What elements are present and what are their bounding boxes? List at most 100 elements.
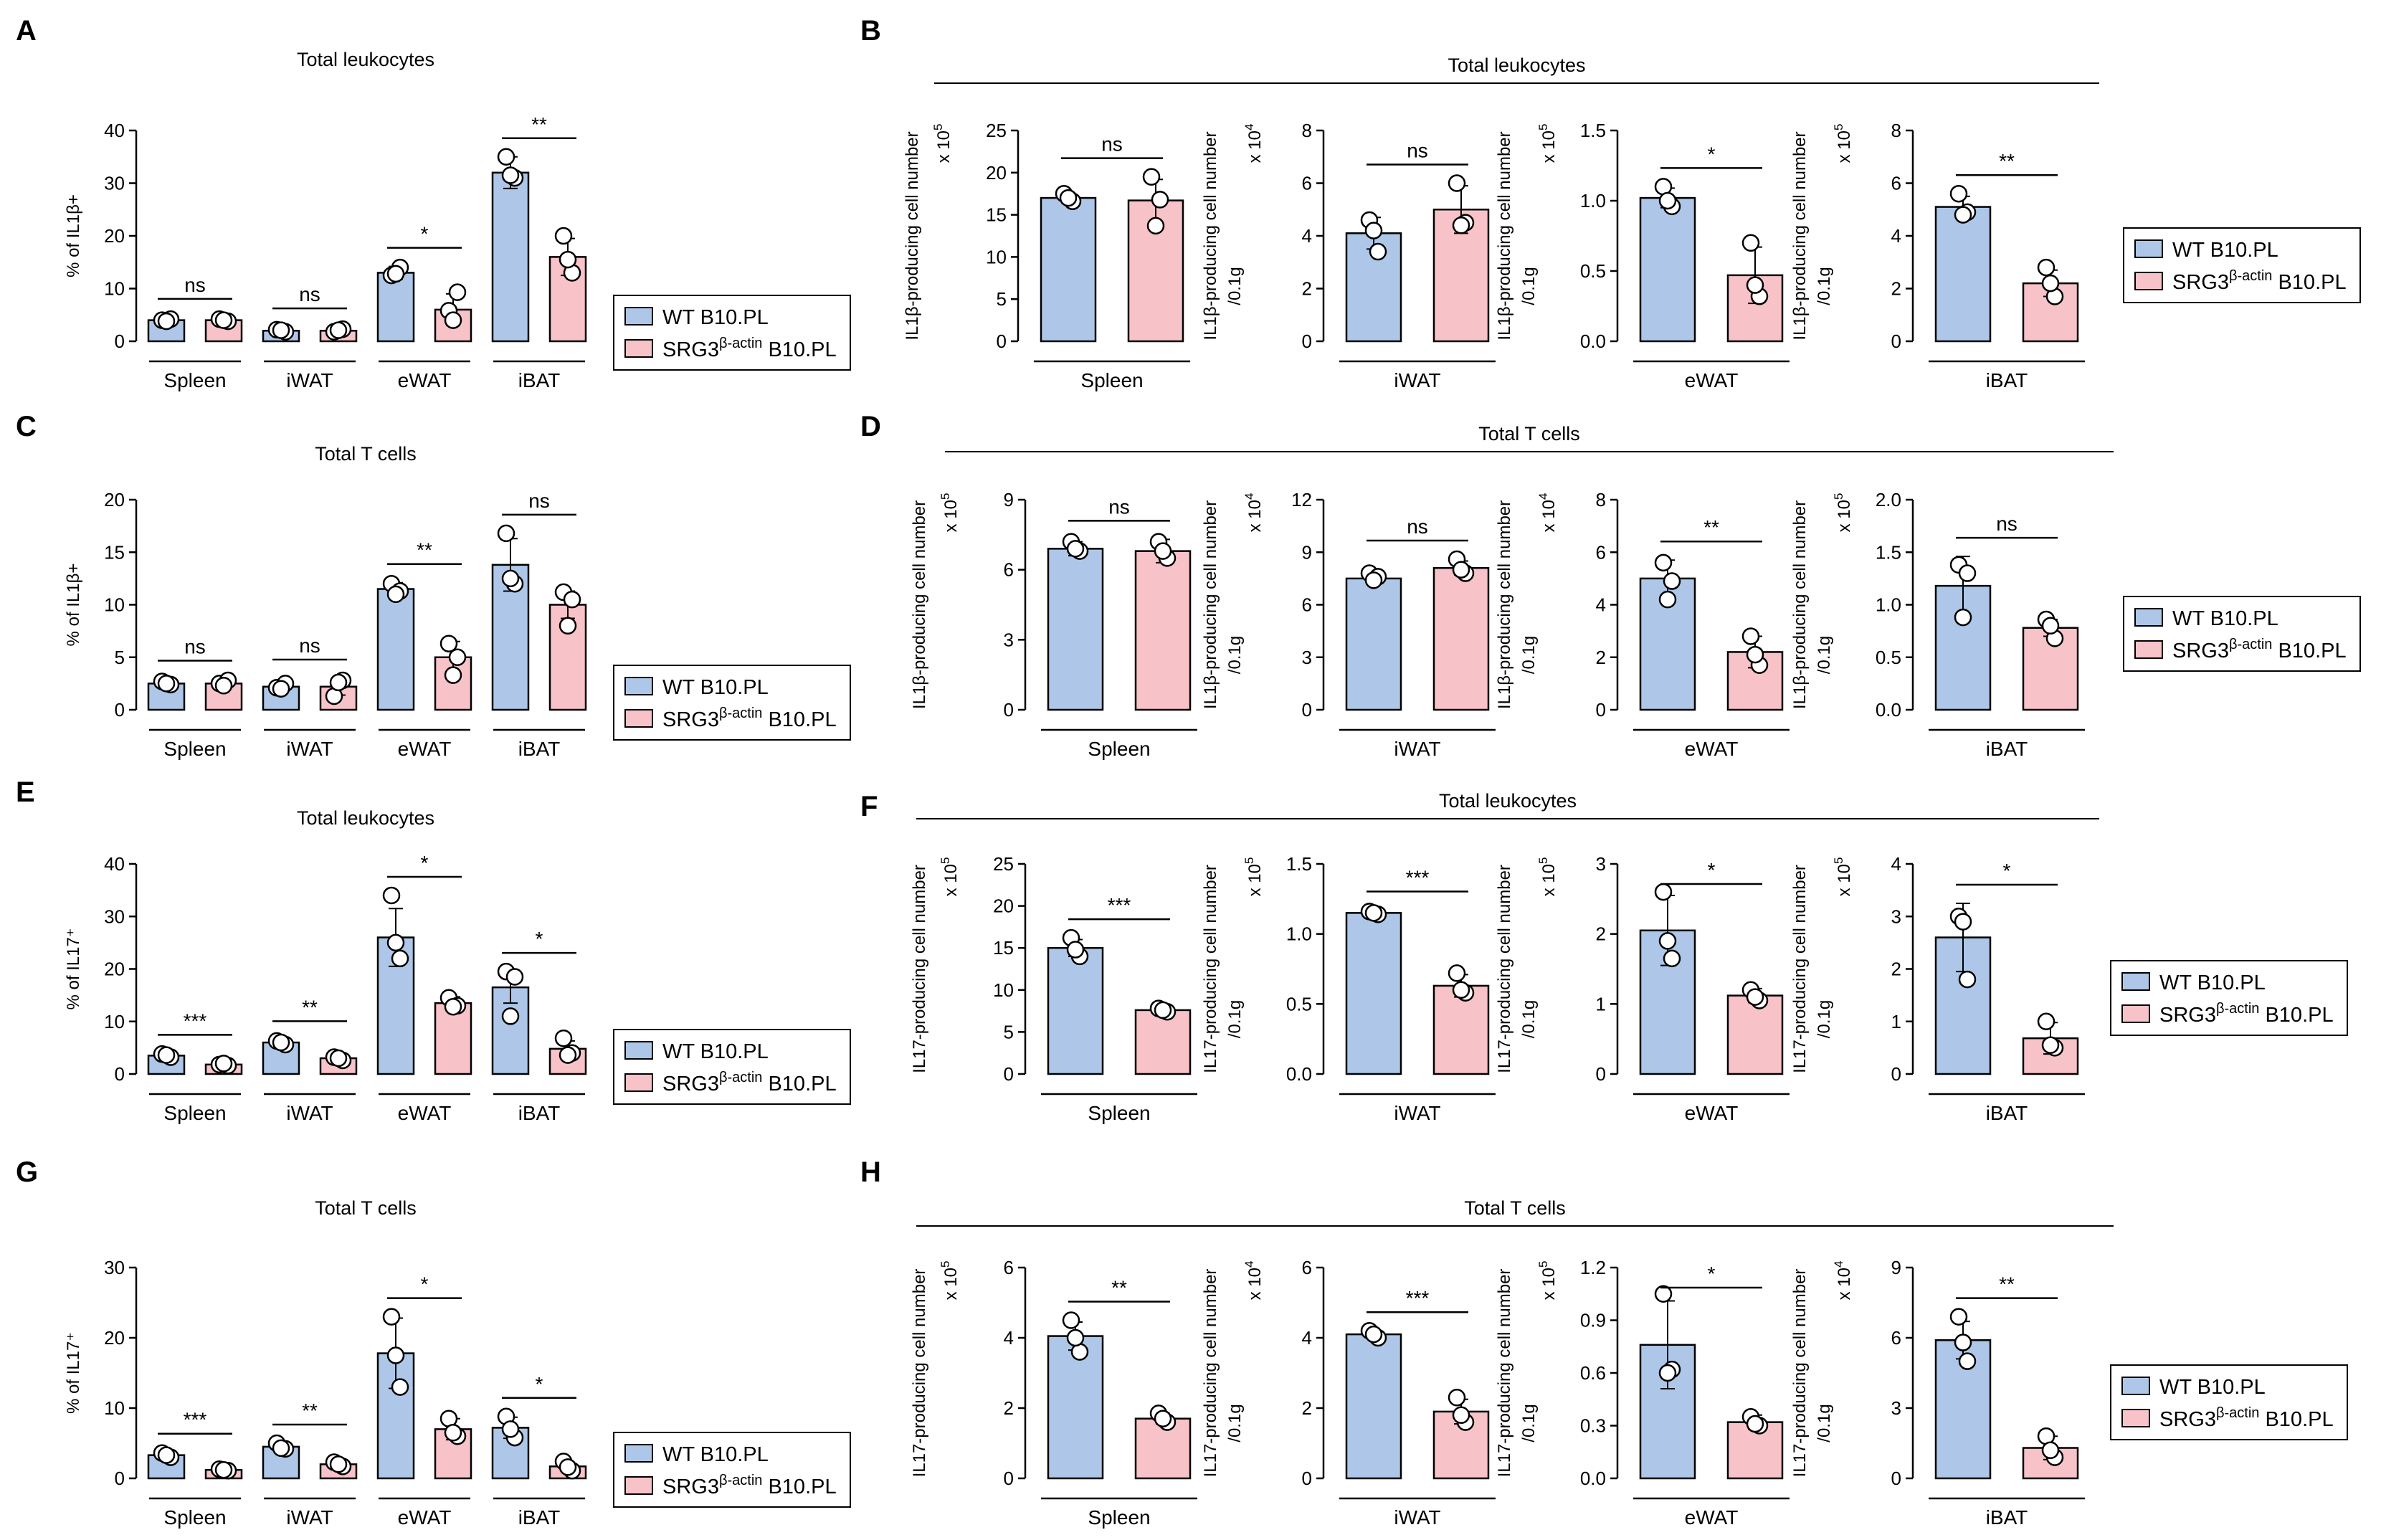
panel-f-sub-ibat-sig-label: * xyxy=(2003,860,2011,882)
panel-d-sub-ewat-scale-base: x 10 xyxy=(1539,500,1559,532)
panel-f-sub-iwat-ytick-label: 0.0 xyxy=(1286,1063,1312,1085)
panel-b-sub-ibat-ytick-label: 0 xyxy=(1891,331,1901,352)
panel-c-wt-data-point xyxy=(157,675,176,693)
panel-d-letter: D xyxy=(860,411,881,442)
panel-h-sub-iwat-category-label: iWAT xyxy=(1394,1506,1440,1529)
panel-f-sub-spleen-ytick-label: 25 xyxy=(993,853,1014,875)
panel-g-wt-data-point xyxy=(272,1439,290,1458)
panel-f-sub-spleen-scale-label: x 105 xyxy=(938,857,961,897)
panel-e-category-label: Spleen xyxy=(163,1102,226,1124)
panel-f-sub-spleen-wt-bar xyxy=(1047,946,1104,1075)
panel-h-sub-iwat-sig-label: *** xyxy=(1406,1287,1430,1309)
panel-d-legend-swatch-ko xyxy=(2134,640,2163,659)
panel-h-sub-iwat-scale-base: x 10 xyxy=(1245,1268,1265,1300)
panel-g-ylabel: % of IL17⁺ xyxy=(64,1332,83,1414)
panel-a-sig-label: * xyxy=(421,223,429,245)
legend-ko-suffix: B10.PL xyxy=(2259,1004,2333,1027)
panel-d-sub-ibat-ylabel-unit: /0.1g xyxy=(1815,636,1834,674)
panel-b-sub-ewat-wt-bar xyxy=(1639,196,1696,343)
panel-f-sub-iwat-category-label: iWAT xyxy=(1394,1102,1440,1124)
panel-h-sub-ibat-ytick-label: 6 xyxy=(1891,1327,1901,1349)
panel-d-sub-ewat-ytick-label: 4 xyxy=(1596,594,1606,616)
panel-f-sub-ibat-ytick-label: 3 xyxy=(1891,906,1901,927)
panel-a-wt-data-point xyxy=(157,312,176,331)
panel-c-ko-data-point xyxy=(563,590,581,609)
legend-ko-superscript: β-actin xyxy=(719,705,762,721)
panel-d-sub-iwat-ytick-label: 12 xyxy=(1291,489,1312,510)
panel-d-sub-iwat-wt-bar xyxy=(1345,577,1402,711)
panel-h-sub-spleen-wt-bar xyxy=(1047,1335,1104,1480)
panel-b-sub-ibat-ko-data-point xyxy=(2037,258,2056,277)
panel-b-sub-iwat-category-label: iWAT xyxy=(1394,369,1440,391)
panel-d-legend-label-ko: SRG3β-actin B10.PL xyxy=(2172,637,2347,662)
panel-g-sig-label: * xyxy=(421,1273,429,1296)
panel-f-sub-ewat-ytick-label: 3 xyxy=(1596,853,1606,875)
panel-f-sub-ewat-wt-data-point xyxy=(1654,883,1673,901)
panel-g-wt-data-point xyxy=(386,1346,405,1364)
panel-b-sub-ewat-scale-exp: 5 xyxy=(1536,124,1550,130)
panel-b-legend-swatch-ko xyxy=(2134,272,2163,290)
panel-g-category-label: eWAT xyxy=(398,1506,452,1529)
panel-b-sub-iwat-ylabel-unit: /0.1g xyxy=(1225,267,1245,305)
panel-b-sub-spleen-ytick-label: 20 xyxy=(986,162,1007,184)
panel-b-sub-iwat-ko-data-point xyxy=(1448,174,1466,192)
panel-f-sub-iwat-wt-bar xyxy=(1345,912,1402,1075)
panel-h-sub-ewat-ytick-label: 0.9 xyxy=(1580,1310,1606,1331)
panel-e-category-label: iBAT xyxy=(518,1102,561,1124)
legend-ko-suffix: B10.PL xyxy=(762,708,836,731)
panel-d-sub-ibat-category-label: iBAT xyxy=(1986,738,2028,760)
panel-c-category-label: eWAT xyxy=(398,738,452,760)
panel-h-legend-swatch-wt xyxy=(2121,1377,2150,1395)
panel-d-sub-ibat-ko-data-point xyxy=(2041,617,2060,635)
panel-b-sub-ibat-ylabel-unit: /0.1g xyxy=(1815,267,1834,305)
panel-h-sub-ewat-ytick-label: 1.2 xyxy=(1580,1257,1606,1278)
panel-e-ytick-label: 20 xyxy=(104,959,125,980)
panel-a-category-label: iWAT xyxy=(286,369,333,391)
panel-b-sub-spleen-sig-label: ns xyxy=(1101,133,1123,156)
panel-e-ko-data-point xyxy=(329,1049,348,1068)
legend-ko-superscript: β-actin xyxy=(2216,1001,2259,1017)
panel-d-sub-ibat-ytick-label: 0.0 xyxy=(1876,699,1901,721)
panel-h-sub-ibat-scale-base: x 10 xyxy=(1835,1268,1854,1300)
panel-g-ytick-label: 20 xyxy=(104,1327,125,1349)
panel-b-sub-spleen-ytick-label: 0 xyxy=(997,331,1007,352)
panel-g-legend-swatch-ko xyxy=(624,1476,653,1495)
panel-h-sub-iwat-ytick-label: 2 xyxy=(1302,1397,1312,1419)
legend-ko-prefix: SRG3 xyxy=(662,708,719,731)
panel-g-ko-data-point xyxy=(329,1455,348,1473)
panel-g-wt-data-point xyxy=(382,1308,401,1326)
panel-h-legend-label-wt: WT B10.PL xyxy=(2159,1376,2266,1399)
panel-b-sub-ibat-ylabel: IL1β-producing cell number xyxy=(1790,131,1810,340)
panel-g-wt-data-point xyxy=(157,1446,176,1464)
panel-f-sub-iwat-ytick-label: 1.0 xyxy=(1286,923,1312,945)
panel-f-sub-ewat-scale-exp: 5 xyxy=(1536,857,1550,864)
legend-ko-prefix: SRG3 xyxy=(2159,1004,2216,1027)
legend-ko-superscript: β-actin xyxy=(2216,1405,2259,1421)
legend-ko-suffix: B10.PL xyxy=(762,1475,836,1498)
panel-e-legend-swatch-wt xyxy=(624,1041,653,1060)
panel-f-sub-ewat-ylabel-unit: /0.1g xyxy=(1519,1000,1539,1038)
panel-d-sub-iwat-ylabel: IL1β-producing cell number xyxy=(1201,500,1220,709)
panel-a-ko-data-point xyxy=(214,311,233,329)
panel-d-sub-ewat-wt-data-point xyxy=(1654,553,1673,572)
panel-a-sig-label: ** xyxy=(531,113,547,136)
panel-c-ko-data-point xyxy=(444,666,462,684)
panel-h-sub-iwat-ylabel: IL17-producing cell number xyxy=(1201,1269,1220,1478)
panel-e-sig-label: * xyxy=(536,928,543,950)
panel-g-category-label: iBAT xyxy=(518,1506,561,1529)
panel-f-sub-ibat-category-label: iBAT xyxy=(1986,1102,2028,1124)
panel-h-sub-ibat-ko-data-point xyxy=(2041,1441,2060,1460)
panel-e-wt-data-point xyxy=(272,1033,290,1052)
panel-f-sub-iwat-scale-base: x 10 xyxy=(1245,864,1265,896)
panel-b-sub-iwat-scale-base: x 10 xyxy=(1245,130,1265,163)
panel-a-sig-label: ns xyxy=(299,283,320,305)
panel-d-sub-ibat-scale-label: x 105 xyxy=(1832,493,1854,533)
panel-d-sub-iwat-wt-data-point xyxy=(1364,571,1383,589)
panel-d-sub-ibat-ytick-label: 2.0 xyxy=(1876,489,1901,510)
panel-h-sub-ibat-wt-data-point xyxy=(1954,1334,1972,1351)
panel-d-sub-ibat-ytick-label: 1.5 xyxy=(1876,541,1901,563)
panel-d-sub-ibat-wt-data-point xyxy=(1954,608,1972,627)
panel-c-wt-data-point xyxy=(497,524,515,543)
panel-b-sub-iwat-wt-data-point xyxy=(1369,242,1387,261)
panel-f-sub-ewat-ytick-label: 1 xyxy=(1596,993,1606,1014)
